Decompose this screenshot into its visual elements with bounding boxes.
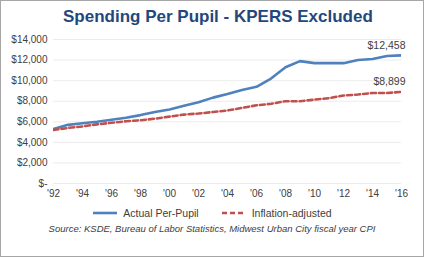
svg-text:'00: '00 <box>163 188 176 199</box>
svg-text:'08: '08 <box>279 188 292 199</box>
svg-text:'16: '16 <box>395 188 408 199</box>
svg-text:$8,000: $8,000 <box>17 95 48 106</box>
svg-text:'14: '14 <box>366 188 379 199</box>
html-text:Actual Per-Pupil: Actual Per-Pupil <box>123 207 199 219</box>
svg-text:'12: '12 <box>337 188 350 199</box>
html-text:Inflation-adjusted: Inflation-adjusted <box>251 207 332 219</box>
svg-text:$12,000: $12,000 <box>11 54 48 65</box>
svg-text:$4,000: $4,000 <box>17 137 48 148</box>
svg-text:'10: '10 <box>308 188 321 199</box>
svg-text:'94: '94 <box>76 188 89 199</box>
html-text:Spending Per Pupil - KPERS Exc: Spending Per Pupil - KPERS Excluded <box>63 7 373 26</box>
svg-text:$14,000: $14,000 <box>11 34 48 45</box>
svg-text:$8,899: $8,899 <box>373 75 405 87</box>
svg-text:'02: '02 <box>192 188 205 199</box>
svg-text:'98: '98 <box>134 188 147 199</box>
svg-text:'04: '04 <box>221 188 234 199</box>
svg-text:$6,000: $6,000 <box>17 116 48 127</box>
svg-text:'06: '06 <box>250 188 263 199</box>
svg-text:$2,000: $2,000 <box>17 157 48 168</box>
svg-text:$12,458: $12,458 <box>368 39 406 51</box>
svg-text:'96: '96 <box>105 188 118 199</box>
svg-text:'92: '92 <box>47 188 60 199</box>
html-text:Source: KSDE, Bureau of Labor: Source: KSDE, Bureau of Labor Statistics… <box>48 223 376 234</box>
svg-text:$10,000: $10,000 <box>11 75 48 86</box>
